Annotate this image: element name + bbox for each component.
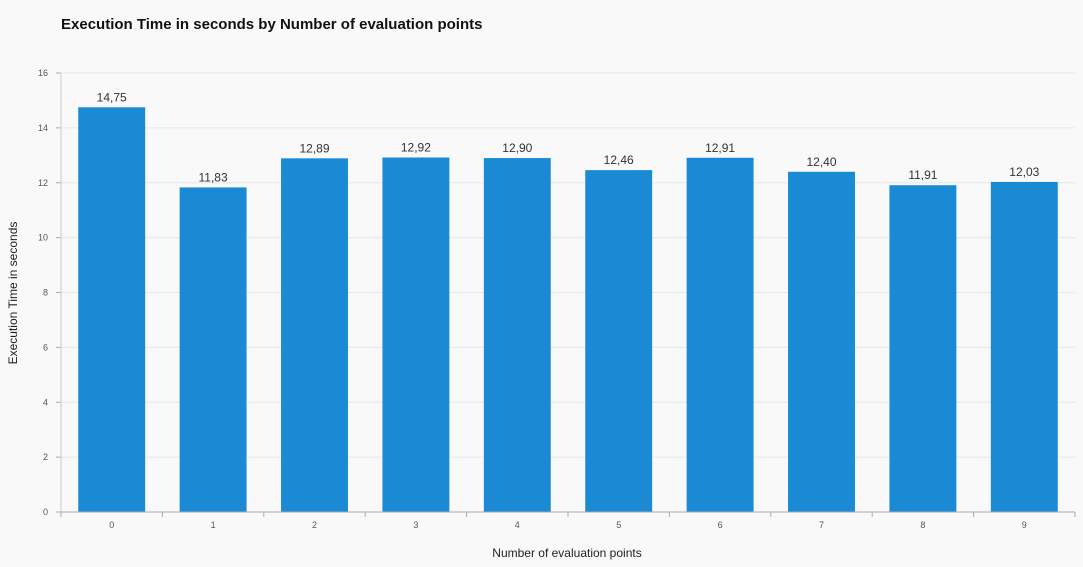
bar xyxy=(281,158,348,512)
data-label: 12,90 xyxy=(502,141,532,155)
bar xyxy=(179,187,247,512)
bars: 14,75 11,83 12,89 12,92 12,90 12,46 12,91 12,40… xyxy=(78,90,1058,513)
data-label: 12,92 xyxy=(401,141,431,155)
y-tick-label: 12 xyxy=(38,178,48,188)
bar xyxy=(78,107,146,512)
x-tick-label: 7 xyxy=(819,520,824,530)
y-tick-label: 0 xyxy=(43,507,48,517)
x-tick-label: 5 xyxy=(616,520,621,530)
x-axis-title: Number of evaluation points xyxy=(492,546,641,560)
y-tick-label: 10 xyxy=(38,233,48,243)
data-label: 12,91 xyxy=(705,141,735,155)
data-label: 12,46 xyxy=(604,153,634,167)
bar xyxy=(788,171,855,512)
y-tick-label: 14 xyxy=(38,123,48,133)
data-label: 12,40 xyxy=(806,155,836,169)
data-label: 12,89 xyxy=(299,141,329,155)
data-label: 11,83 xyxy=(199,170,228,184)
y-tick-label: 6 xyxy=(43,342,48,352)
bar xyxy=(483,158,551,512)
data-label: 12,03 xyxy=(1009,165,1039,179)
bar xyxy=(585,170,653,512)
data-label: 14,75 xyxy=(97,90,127,104)
chart-title: Execution Time in seconds by Number of e… xyxy=(61,16,483,33)
bar xyxy=(990,181,1058,512)
y-tick-label: 4 xyxy=(43,397,48,407)
y-axis-title: Execution Time in seconds xyxy=(6,222,20,365)
x-tick-label: 8 xyxy=(920,520,925,530)
bar xyxy=(382,157,450,512)
y-tick-label: 8 xyxy=(43,288,48,298)
x-tick-label: 4 xyxy=(515,520,520,530)
data-label: 11,91 xyxy=(908,168,937,182)
y-tick-label: 16 xyxy=(38,68,48,78)
x-tick-label: 6 xyxy=(718,520,723,530)
bar xyxy=(889,185,957,513)
x-tick-label: 1 xyxy=(211,520,216,530)
x-tick-label: 0 xyxy=(109,520,114,530)
x-tick-label: 2 xyxy=(312,520,317,530)
x-tick-label: 3 xyxy=(413,520,418,530)
y-tick-label: 2 xyxy=(43,452,48,462)
x-tick-label: 9 xyxy=(1022,520,1027,530)
bar xyxy=(686,157,754,513)
